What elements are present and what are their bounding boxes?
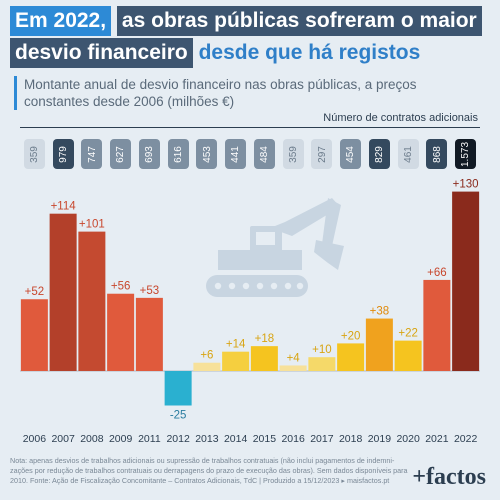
bar-2013	[193, 362, 221, 371]
contract-count-box: 484	[253, 139, 275, 169]
data-label-2014: +14	[226, 339, 246, 351]
x-tick-label: 2008	[80, 433, 104, 445]
contract-count-box: 1.573	[455, 139, 477, 169]
data-label-2008: +101	[79, 219, 105, 231]
footnote-line-2: zações por redução de trabalhos contratu…	[10, 466, 408, 475]
bar-2018	[337, 343, 365, 371]
contract-count-box: 747	[81, 139, 103, 169]
x-tick-label: 2018	[339, 433, 363, 445]
x-tick-label: 2007	[51, 433, 75, 445]
data-label-2013: +6	[200, 350, 213, 362]
headline-part-1: Em 2022,	[10, 6, 112, 36]
data-label-2012: -25	[170, 410, 187, 422]
bar-2021	[423, 279, 451, 371]
x-tick-label: 2009	[109, 433, 133, 445]
contract-count-box: 868	[426, 139, 448, 169]
contract-count-box: 453	[196, 139, 218, 169]
contracts-label: Número de contratos adicionais	[323, 112, 478, 124]
contract-count-box: 297	[311, 139, 333, 169]
bar-2015	[250, 346, 278, 371]
data-label-2016: +4	[287, 352, 301, 364]
bar-2008	[78, 231, 106, 371]
headline: Em 2022, as obras públicas sofreram o ma…	[10, 6, 490, 70]
bar-2019	[365, 318, 393, 371]
footnote-line-1: Nota: apenas desvios de trabalhos adicio…	[10, 456, 395, 465]
x-tick-label: 2022	[454, 433, 478, 445]
data-label-2021: +66	[427, 267, 447, 279]
x-tick-label: 2021	[425, 433, 449, 445]
data-label-2015: +18	[255, 333, 275, 345]
data-label-2007: +114	[51, 201, 77, 213]
data-label-2017: +10	[312, 344, 332, 356]
data-label-2020: +22	[398, 328, 418, 340]
x-tick-label: 2015	[253, 433, 277, 445]
headline-part-3: desvio financeiro	[10, 38, 193, 68]
bar-2006	[20, 299, 48, 371]
excavator-icon	[206, 198, 344, 297]
x-tick-label: 2006	[23, 433, 47, 445]
bar-2011	[135, 297, 163, 371]
contract-count-box: 359	[282, 139, 304, 169]
contracts-row: 359 979 747 627 693 616 453 441 484 359 297 454 829 4…	[20, 139, 480, 169]
x-tick-label: 2013	[195, 433, 219, 445]
data-label-2019: +38	[370, 306, 390, 318]
contract-count-box: 979	[52, 139, 74, 169]
x-tick-label: 2014	[224, 433, 248, 445]
bar-2014	[222, 351, 250, 371]
bar-2016	[279, 365, 307, 371]
footnote: Nota: apenas desvios de trabalhos adicio…	[10, 456, 410, 486]
brand-logo: +factos	[412, 464, 486, 490]
data-label-2006: +52	[25, 286, 45, 298]
contract-count-box: 359	[23, 139, 45, 169]
data-label-2011: +53	[140, 285, 160, 297]
data-label-2018: +20	[341, 330, 361, 342]
data-label-2022: +130	[453, 179, 479, 191]
bar-2012	[164, 371, 192, 406]
chart-subtitle: Montante anual de desvio financeiro nas …	[14, 76, 484, 110]
headline-part-4: desde que há registos	[198, 41, 421, 64]
footnote-line-3: 2010. Fonte: Ação de Fiscalização Concom…	[10, 476, 390, 485]
x-tick-label: 2017	[310, 433, 334, 445]
bar-2020	[394, 340, 422, 371]
bar-2017	[308, 357, 336, 371]
contract-count-box: 454	[340, 139, 362, 169]
headline-part-2: as obras públicas sofreram o maior	[116, 6, 482, 36]
contract-count-box: 829	[368, 139, 390, 169]
x-tick-label: 2019	[368, 433, 392, 445]
contract-count-box: 693	[138, 139, 160, 169]
bar-2022	[452, 191, 480, 371]
contract-count-box: 627	[110, 139, 132, 169]
contract-count-box: 616	[167, 139, 189, 169]
x-tick-label: 2016	[281, 433, 305, 445]
x-tick-label: 2012	[166, 433, 190, 445]
contract-count-box: 441	[225, 139, 247, 169]
bar-2009	[107, 293, 135, 371]
x-tick-label: 2011	[138, 433, 161, 445]
bar-2007	[49, 213, 77, 371]
data-label-2009: +56	[111, 281, 131, 293]
contract-count-box: 461	[397, 139, 419, 169]
contracts-divider	[20, 127, 480, 128]
x-tick-label: 2020	[396, 433, 420, 445]
